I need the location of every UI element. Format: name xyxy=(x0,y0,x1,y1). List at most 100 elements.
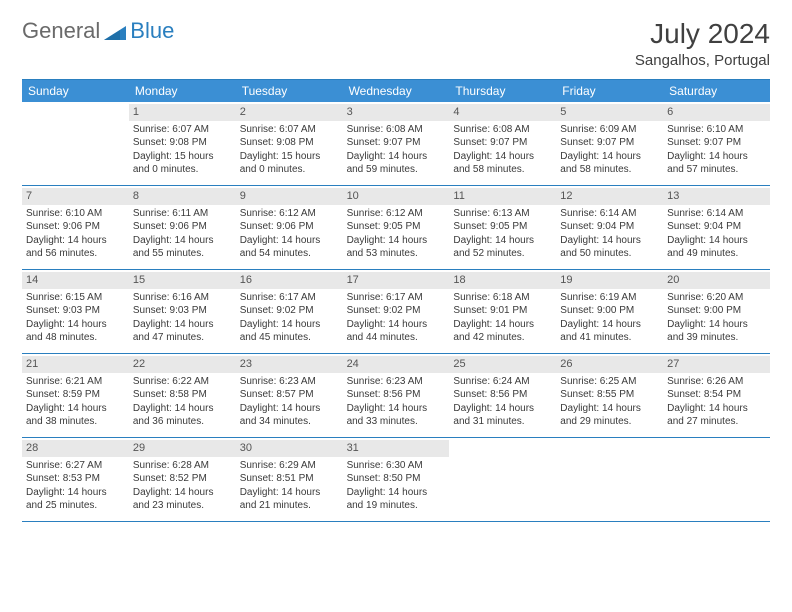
logo-text-general: General xyxy=(22,18,100,44)
day-number: 21 xyxy=(22,356,129,373)
sunrise-text: Sunrise: 6:20 AM xyxy=(667,291,766,305)
sunrise-text: Sunrise: 6:19 AM xyxy=(560,291,659,305)
daylight-text: Daylight: 14 hours and 45 minutes. xyxy=(240,318,339,345)
sunset-text: Sunset: 8:52 PM xyxy=(133,472,232,486)
logo-triangle-icon xyxy=(104,22,126,40)
sunset-text: Sunset: 9:08 PM xyxy=(133,136,232,150)
daylight-text: Daylight: 14 hours and 49 minutes. xyxy=(667,234,766,261)
daylight-text: Daylight: 14 hours and 52 minutes. xyxy=(453,234,552,261)
sunrise-text: Sunrise: 6:10 AM xyxy=(667,123,766,137)
sunrise-text: Sunrise: 6:13 AM xyxy=(453,207,552,221)
sunrise-text: Sunrise: 6:08 AM xyxy=(347,123,446,137)
day-cell: 11Sunrise: 6:13 AMSunset: 9:05 PMDayligh… xyxy=(449,186,556,270)
sunrise-text: Sunrise: 6:10 AM xyxy=(26,207,125,221)
day-number: 25 xyxy=(449,356,556,373)
sunrise-text: Sunrise: 6:30 AM xyxy=(347,459,446,473)
logo: General Blue xyxy=(22,18,174,44)
day-number: 19 xyxy=(556,272,663,289)
sunrise-text: Sunrise: 6:14 AM xyxy=(667,207,766,221)
sunrise-text: Sunrise: 6:17 AM xyxy=(240,291,339,305)
sunrise-text: Sunrise: 6:25 AM xyxy=(560,375,659,389)
sunset-text: Sunset: 9:02 PM xyxy=(347,304,446,318)
weekday-header: Thursday xyxy=(449,80,556,102)
daylight-text: Daylight: 14 hours and 58 minutes. xyxy=(453,150,552,177)
day-cell: 13Sunrise: 6:14 AMSunset: 9:04 PMDayligh… xyxy=(663,186,770,270)
day-number: 30 xyxy=(236,440,343,457)
daylight-text: Daylight: 14 hours and 36 minutes. xyxy=(133,402,232,429)
sunrise-text: Sunrise: 6:14 AM xyxy=(560,207,659,221)
sunset-text: Sunset: 8:56 PM xyxy=(453,388,552,402)
sunrise-text: Sunrise: 6:15 AM xyxy=(26,291,125,305)
sunset-text: Sunset: 8:51 PM xyxy=(240,472,339,486)
daylight-text: Daylight: 15 hours and 0 minutes. xyxy=(133,150,232,177)
calendar-grid: SundayMondayTuesdayWednesdayThursdayFrid… xyxy=(22,79,770,522)
sunset-text: Sunset: 9:08 PM xyxy=(240,136,339,150)
title-block: July 2024 Sangalhos, Portugal xyxy=(635,18,770,69)
day-cell: 12Sunrise: 6:14 AMSunset: 9:04 PMDayligh… xyxy=(556,186,663,270)
day-cell: 3Sunrise: 6:08 AMSunset: 9:07 PMDaylight… xyxy=(343,102,450,186)
weekday-header: Wednesday xyxy=(343,80,450,102)
sunset-text: Sunset: 9:06 PM xyxy=(133,220,232,234)
day-number: 11 xyxy=(449,188,556,205)
day-number: 10 xyxy=(343,188,450,205)
sunrise-text: Sunrise: 6:26 AM xyxy=(667,375,766,389)
day-cell xyxy=(449,438,556,522)
sunrise-text: Sunrise: 6:07 AM xyxy=(240,123,339,137)
day-number: 20 xyxy=(663,272,770,289)
day-cell: 29Sunrise: 6:28 AMSunset: 8:52 PMDayligh… xyxy=(129,438,236,522)
daylight-text: Daylight: 15 hours and 0 minutes. xyxy=(240,150,339,177)
day-number: 7 xyxy=(22,188,129,205)
daylight-text: Daylight: 14 hours and 39 minutes. xyxy=(667,318,766,345)
day-cell: 1 Sunrise: 6:07 AMSunset: 9:08 PMDaylight… xyxy=(129,102,236,186)
day-number: 8 xyxy=(129,188,236,205)
sunset-text: Sunset: 9:04 PM xyxy=(560,220,659,234)
day-number: 5 xyxy=(556,104,663,121)
day-number: 26 xyxy=(556,356,663,373)
day-cell: 26Sunrise: 6:25 AMSunset: 8:55 PMDayligh… xyxy=(556,354,663,438)
daylight-text: Daylight: 14 hours and 38 minutes. xyxy=(26,402,125,429)
daylight-text: Daylight: 14 hours and 44 minutes. xyxy=(347,318,446,345)
day-number: 6 xyxy=(663,104,770,121)
day-cell: 2Sunrise: 6:07 AMSunset: 9:08 PMDaylight… xyxy=(236,102,343,186)
sunrise-text: Sunrise: 6:29 AM xyxy=(240,459,339,473)
day-number: 9 xyxy=(236,188,343,205)
day-number: 12 xyxy=(556,188,663,205)
weekday-header: Sunday xyxy=(22,80,129,102)
logo-text-blue: Blue xyxy=(130,18,174,44)
day-cell: 7Sunrise: 6:10 AMSunset: 9:06 PMDaylight… xyxy=(22,186,129,270)
day-cell: 27Sunrise: 6:26 AMSunset: 8:54 PMDayligh… xyxy=(663,354,770,438)
day-cell: 16Sunrise: 6:17 AMSunset: 9:02 PMDayligh… xyxy=(236,270,343,354)
sunrise-text: Sunrise: 6:28 AM xyxy=(133,459,232,473)
day-cell: 24Sunrise: 6:23 AMSunset: 8:56 PMDayligh… xyxy=(343,354,450,438)
daylight-text: Daylight: 14 hours and 53 minutes. xyxy=(347,234,446,261)
sunset-text: Sunset: 8:50 PM xyxy=(347,472,446,486)
sunset-text: Sunset: 8:56 PM xyxy=(347,388,446,402)
day-number: 29 xyxy=(129,440,236,457)
sunset-text: Sunset: 8:59 PM xyxy=(26,388,125,402)
day-number: 24 xyxy=(343,356,450,373)
daylight-text: Daylight: 14 hours and 31 minutes. xyxy=(453,402,552,429)
daylight-text: Daylight: 14 hours and 42 minutes. xyxy=(453,318,552,345)
day-number: 15 xyxy=(129,272,236,289)
daylight-text: Daylight: 14 hours and 27 minutes. xyxy=(667,402,766,429)
day-number: 13 xyxy=(663,188,770,205)
weekday-header: Saturday xyxy=(663,80,770,102)
sunrise-text: Sunrise: 6:07 AM xyxy=(133,123,232,137)
day-number: 3 xyxy=(343,104,450,121)
daylight-text: Daylight: 14 hours and 58 minutes. xyxy=(560,150,659,177)
sunrise-text: Sunrise: 6:23 AM xyxy=(240,375,339,389)
day-number: 1 xyxy=(129,104,236,121)
sunset-text: Sunset: 8:53 PM xyxy=(26,472,125,486)
sunset-text: Sunset: 9:07 PM xyxy=(667,136,766,150)
sunset-text: Sunset: 9:07 PM xyxy=(347,136,446,150)
sunset-text: Sunset: 9:07 PM xyxy=(453,136,552,150)
day-cell: 6 Sunrise: 6:10 AMSunset: 9:07 PMDaylight… xyxy=(663,102,770,186)
sunrise-text: Sunrise: 6:27 AM xyxy=(26,459,125,473)
sunrise-text: Sunrise: 6:22 AM xyxy=(133,375,232,389)
daylight-text: Daylight: 14 hours and 57 minutes. xyxy=(667,150,766,177)
day-number: 17 xyxy=(343,272,450,289)
daylight-text: Daylight: 14 hours and 47 minutes. xyxy=(133,318,232,345)
daylight-text: Daylight: 14 hours and 55 minutes. xyxy=(133,234,232,261)
day-cell: 28Sunrise: 6:27 AMSunset: 8:53 PMDayligh… xyxy=(22,438,129,522)
day-cell: 31Sunrise: 6:30 AMSunset: 8:50 PMDayligh… xyxy=(343,438,450,522)
